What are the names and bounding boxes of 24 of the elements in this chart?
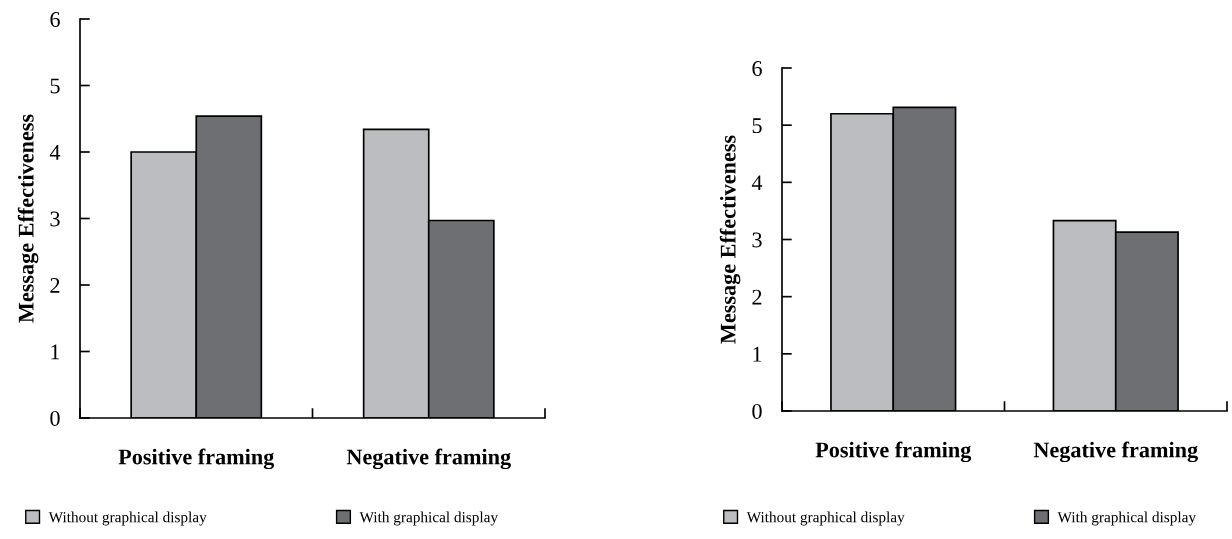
x-tick-label: Negative framing [1033,441,1198,463]
y-tick-label: 1 [753,346,762,362]
y-tick-label: 2 [50,277,60,293]
y-tick-label: 0 [752,403,762,419]
legend-label: With graphical display [1057,511,1196,526]
y-tick-label: 3 [752,232,762,248]
y-tick-label: 5 [50,78,60,94]
x-tick-label: Positive framing [815,441,972,463]
legend-label: Without graphical display [746,511,905,526]
legend-label: Without graphical display [48,511,207,526]
y-tick-label: 6 [50,11,60,27]
y-tick-label: 1 [51,344,60,360]
y-tick-label: 4 [751,175,763,191]
x-tick-label: Positive framing [118,448,275,470]
y-axis-title: Message Effectiveness [17,114,39,323]
legend-label: With graphical display [359,511,498,526]
x-tick-label: Negative framing [346,448,511,470]
y-tick-label: 2 [752,289,762,305]
y-tick-label: 4 [49,145,61,160]
y-tick-label: 5 [752,118,762,134]
y-tick-label: 0 [50,410,60,426]
y-tick-label: 6 [752,60,762,76]
y-axis-title: Message Effectiveness [719,135,741,344]
y-tick-label: 3 [50,211,60,227]
